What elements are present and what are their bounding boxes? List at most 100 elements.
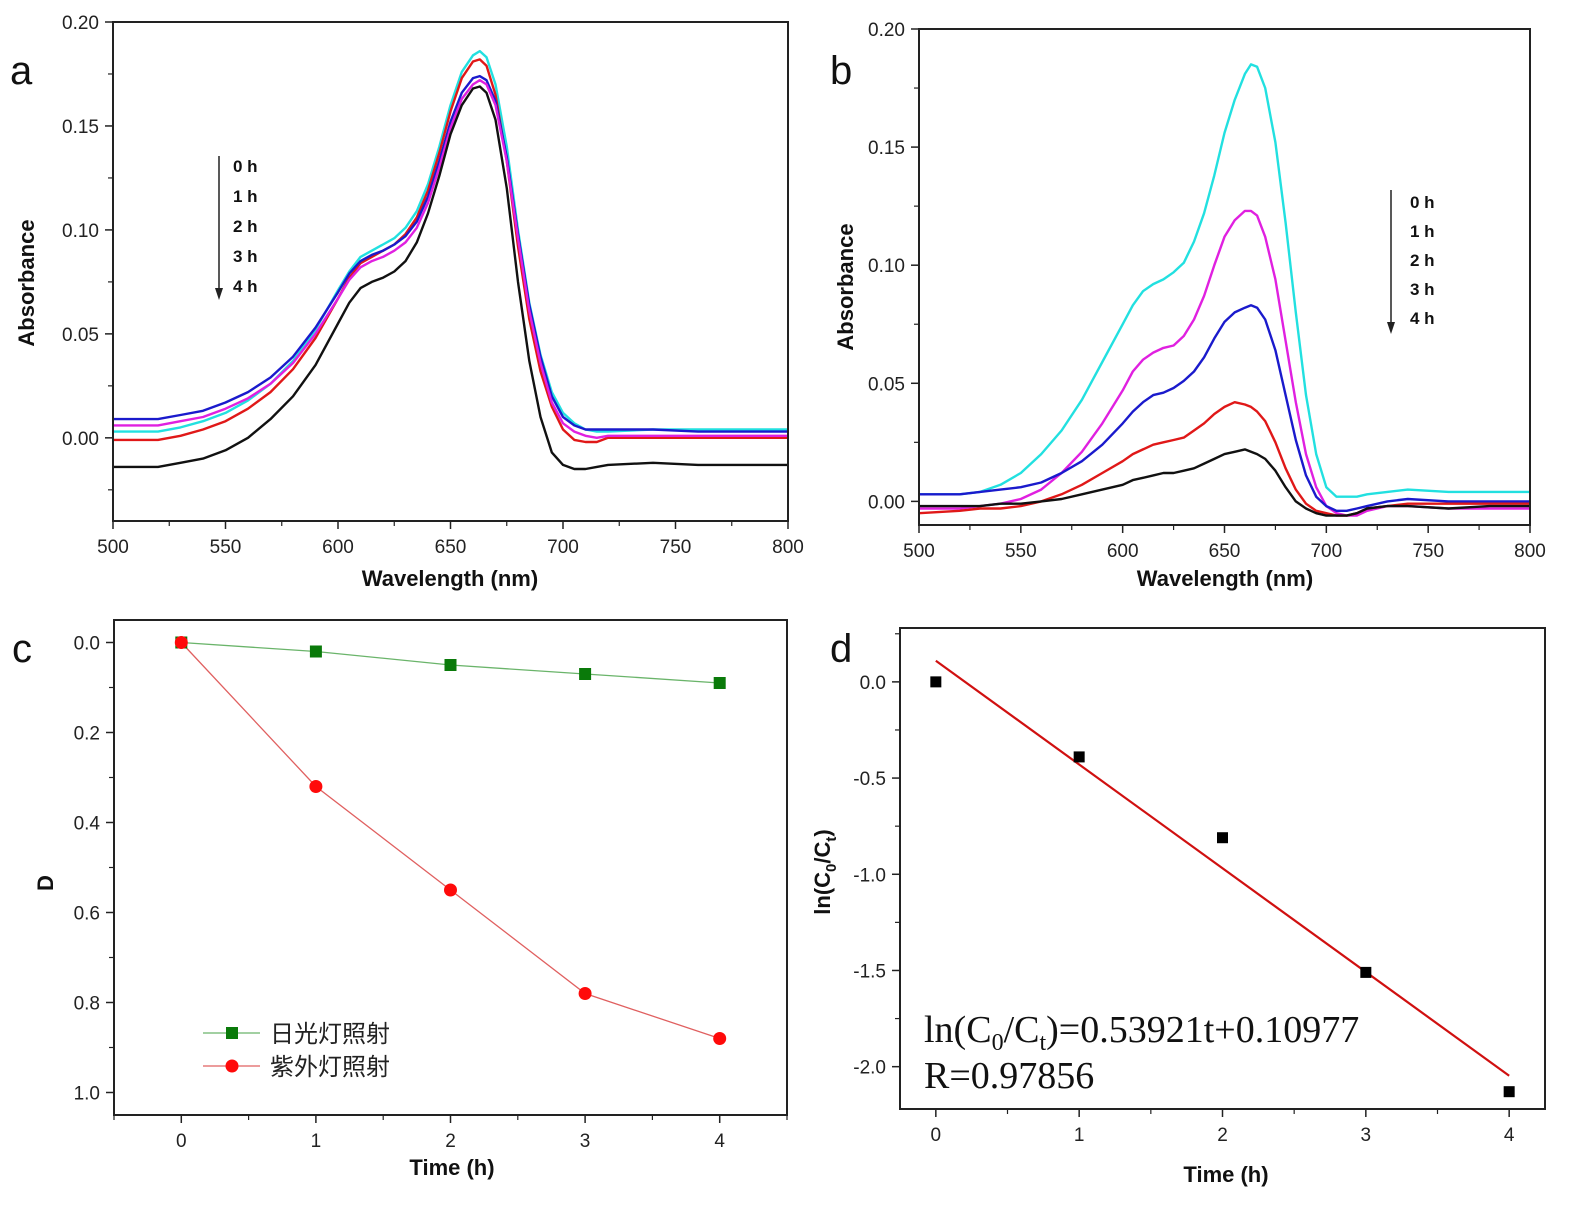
panel-a-y-axis: 0.00 0.05 0.10 0.15 0.20 (62, 13, 113, 491)
y-tick-label: -2.0 (853, 1058, 886, 1079)
y-tick-label: 0.4 (74, 814, 101, 835)
x-tick-label: 0 (931, 1125, 942, 1146)
panel-label-c: c (12, 627, 32, 671)
panel-b-x-axis: 500 550 600 650 700 750 800 (903, 525, 1546, 562)
panel-d-series (930, 659, 1515, 1098)
y-tick-label: -0.5 (853, 769, 886, 790)
data-point-daylight (713, 677, 726, 689)
spectrum-line-cyan (919, 63, 1530, 498)
data-point (1217, 832, 1228, 844)
x-tick-label: 650 (435, 537, 467, 558)
panel-c-y-axis-title: D (33, 875, 58, 891)
panel-b-series (918, 63, 1530, 517)
panel-a-x-axis: 500 550 600 650 700 750 800 (97, 521, 804, 558)
x-tick-label: 2 (1217, 1125, 1228, 1146)
x-tick-label: 500 (97, 537, 129, 558)
data-point-uv (444, 883, 457, 897)
y-tick-label: 0.20 (868, 20, 905, 41)
y-tick-label: 0.05 (62, 325, 99, 346)
x-tick-label: 800 (1514, 541, 1546, 562)
x-tick-label: 750 (1412, 541, 1444, 562)
y-tick-label: 0.0 (860, 673, 886, 694)
spectrum-line-magenta (919, 209, 1530, 517)
panel-b-time-annotation: 0 h 1 h 2 h 3 h 4 h (1387, 190, 1435, 334)
x-tick-label: 1 (1074, 1125, 1085, 1146)
data-point-uv (713, 1032, 727, 1045)
series-line-uv (180, 642, 720, 1040)
panel-c-degradation: c 0 1 2 3 4 0.0 0.2 0.4 0.6 0.8 1.0 Time (h) D 日光… (12, 619, 788, 1180)
data-point-daylight (444, 659, 457, 671)
legend-item-daylight: 日光灯照射 (203, 1020, 390, 1048)
panel-d-y-axis: 0.0 -0.5 -1.0 -1.5 -2.0 (853, 633, 900, 1079)
panel-b-absorbance-uv: b 500 550 600 650 700 750 800 0.00 0.05 0.10 0.15… (830, 20, 1546, 591)
panel-a-absorbance-daylight: a 500 550 600 650 700 750 800 0.00 0.05 0.10 0.15… (10, 13, 804, 591)
data-point-uv (578, 987, 592, 1000)
data-point-uv (309, 780, 323, 793)
y-tick-label: 0.05 (868, 374, 905, 395)
x-tick-label: 4 (1504, 1125, 1515, 1146)
spectrum-line-red (918, 401, 1530, 517)
y-tick-label: 0.00 (868, 492, 905, 513)
x-tick-label: 2 (445, 1131, 456, 1152)
y-tick-label: 0.00 (62, 429, 99, 450)
x-tick-label: 3 (1361, 1125, 1372, 1146)
x-tick-label: 700 (547, 537, 579, 558)
annotation-label: 1 h (233, 187, 258, 206)
panel-b-x-axis-title: Wavelength (nm) (1137, 566, 1313, 591)
panel-b-plot-frame (918, 28, 1531, 526)
panel-c-plot-frame (113, 619, 788, 1116)
annotation-label: 3 h (1410, 280, 1435, 299)
y-tick-label: -1.5 (853, 961, 886, 982)
spectrum-line-magenta (113, 78, 788, 439)
x-tick-label: 0 (176, 1131, 187, 1152)
panel-d-kinetics-fit: d 0 1 2 3 4 0.0 -0.5 -1.0 -1.5 -2.0 Time (h) ln(… (810, 627, 1546, 1187)
fit-r-value: R=0.97856 (924, 1055, 1094, 1097)
panel-c-series (174, 636, 727, 1045)
data-point (1503, 1086, 1515, 1098)
x-tick-label: 650 (1209, 541, 1241, 562)
y-tick-label: 0.0 (74, 634, 100, 655)
panel-a-x-axis-title: Wavelength (nm) (362, 566, 538, 591)
x-tick-label: 600 (1107, 541, 1139, 562)
x-tick-label: 600 (322, 537, 354, 558)
legend-label: 日光灯照射 (270, 1020, 390, 1048)
y-tick-label: 0.8 (74, 994, 100, 1015)
annotation-label: 2 h (1410, 251, 1435, 270)
panel-a-y-axis-title: Absorbance (14, 219, 39, 346)
panel-d-x-axis: 0 1 2 3 4 (931, 1109, 1515, 1146)
y-tick-label: 0.20 (62, 13, 99, 34)
x-tick-label: 800 (772, 537, 804, 558)
y-tick-label: 0.10 (868, 256, 905, 277)
panel-d-y-axis-title: ln(C0/Ct) (810, 829, 840, 914)
x-tick-label: 550 (1005, 541, 1037, 562)
arrow-head-icon (1387, 322, 1395, 334)
x-tick-label: 700 (1310, 541, 1342, 562)
panel-label-d: d (830, 627, 852, 671)
data-point-uv (174, 636, 188, 649)
data-point (1073, 751, 1085, 763)
y-tick-label: 0.10 (62, 221, 99, 242)
y-tick-label: 1.0 (74, 1084, 100, 1105)
annotation-label: 1 h (1410, 222, 1435, 241)
x-tick-label: 1 (311, 1131, 322, 1152)
annotation-label: 3 h (233, 247, 258, 266)
panel-b-y-axis-title: Absorbance (833, 223, 858, 350)
x-tick-label: 4 (714, 1131, 725, 1152)
y-tick-label: 0.15 (868, 138, 905, 159)
panel-a-plot-frame (112, 21, 789, 522)
spectrum-line-red (113, 58, 788, 444)
data-point (930, 676, 942, 688)
annotation-label: 0 h (1410, 193, 1435, 212)
spectrum-line-blue (919, 304, 1530, 512)
annotation-label: 0 h (233, 157, 258, 176)
spectrum-line-black (919, 448, 1530, 517)
annotation-label: 4 h (233, 277, 258, 296)
legend-label: 紫外灯照射 (270, 1053, 390, 1081)
y-tick-label: 0.6 (74, 904, 100, 925)
data-point-daylight (579, 668, 592, 680)
panel-a-time-annotation: 0 h 1 h 2 h 3 h 4 h (215, 156, 258, 300)
y-tick-label: -1.0 (853, 865, 886, 886)
panel-c-x-axis: 0 1 2 3 4 (113, 1115, 788, 1152)
panel-b-y-axis: 0.00 0.05 0.10 0.15 0.20 (868, 20, 919, 513)
